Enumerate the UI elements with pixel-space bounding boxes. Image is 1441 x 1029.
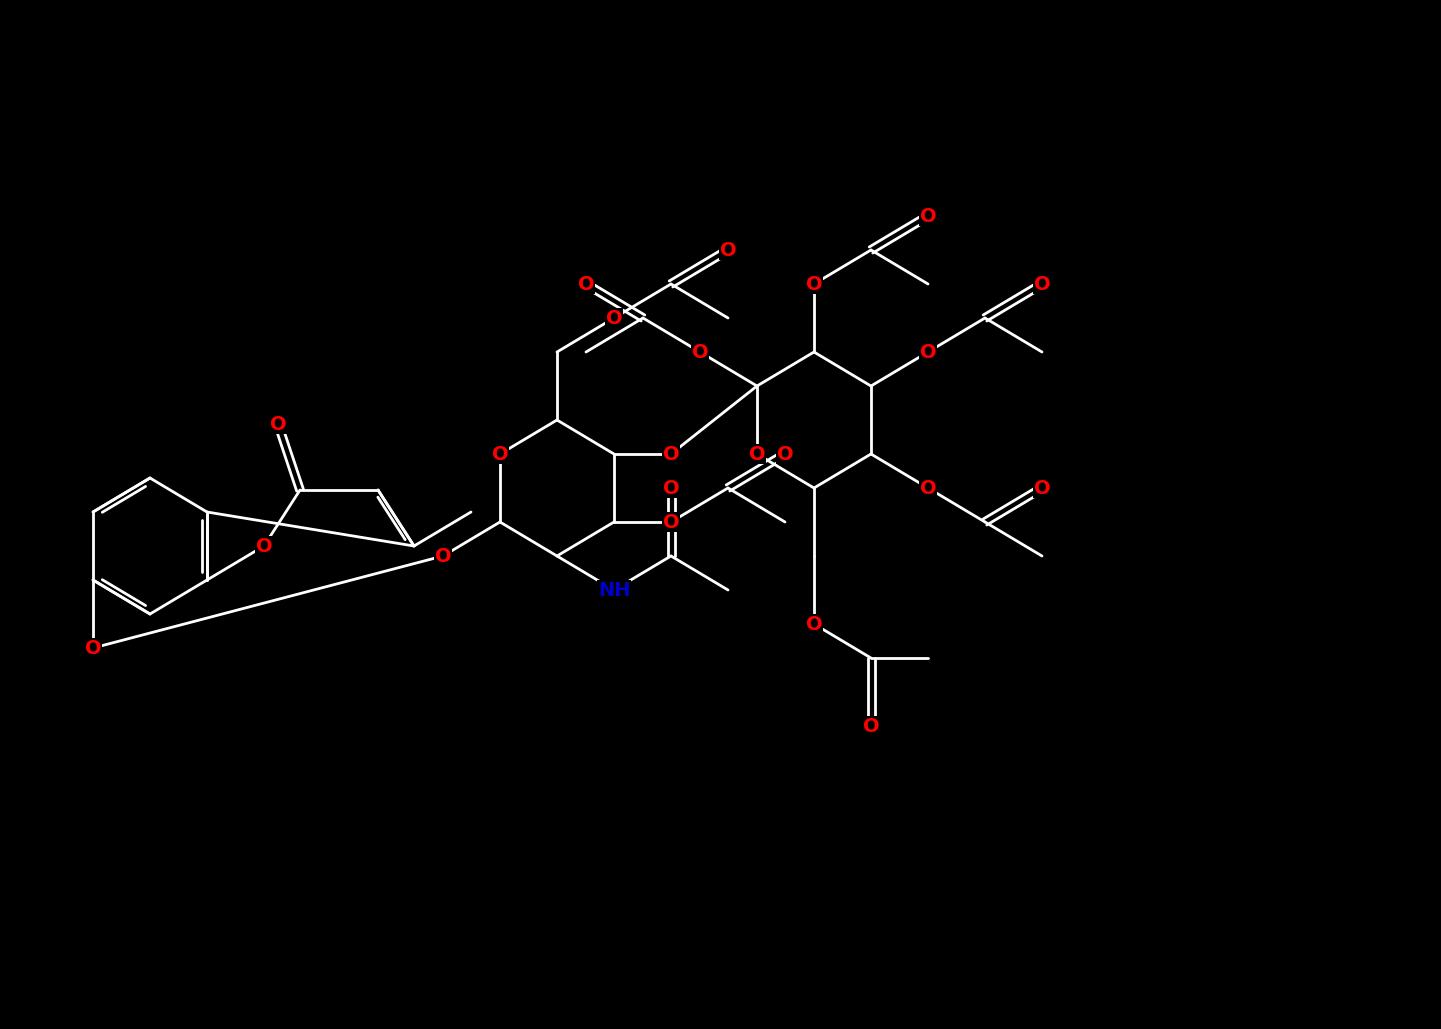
- Text: O: O: [85, 639, 101, 658]
- Text: O: O: [919, 478, 937, 497]
- Text: O: O: [806, 275, 823, 293]
- Text: O: O: [863, 716, 879, 736]
- Text: O: O: [777, 445, 794, 463]
- Text: O: O: [255, 536, 272, 556]
- Text: O: O: [435, 546, 451, 566]
- Text: O: O: [1033, 478, 1050, 497]
- Text: O: O: [605, 309, 623, 327]
- Text: O: O: [578, 275, 594, 293]
- Text: O: O: [663, 512, 679, 532]
- Text: O: O: [1033, 275, 1050, 293]
- Text: O: O: [663, 445, 679, 463]
- Text: O: O: [491, 445, 509, 463]
- Text: O: O: [692, 343, 709, 361]
- Text: O: O: [919, 343, 937, 361]
- Text: O: O: [663, 478, 679, 497]
- Text: O: O: [269, 415, 287, 433]
- Text: O: O: [749, 445, 765, 463]
- Text: O: O: [919, 207, 937, 225]
- Text: O: O: [806, 614, 823, 634]
- Text: O: O: [719, 241, 736, 259]
- Text: NH: NH: [598, 580, 630, 600]
